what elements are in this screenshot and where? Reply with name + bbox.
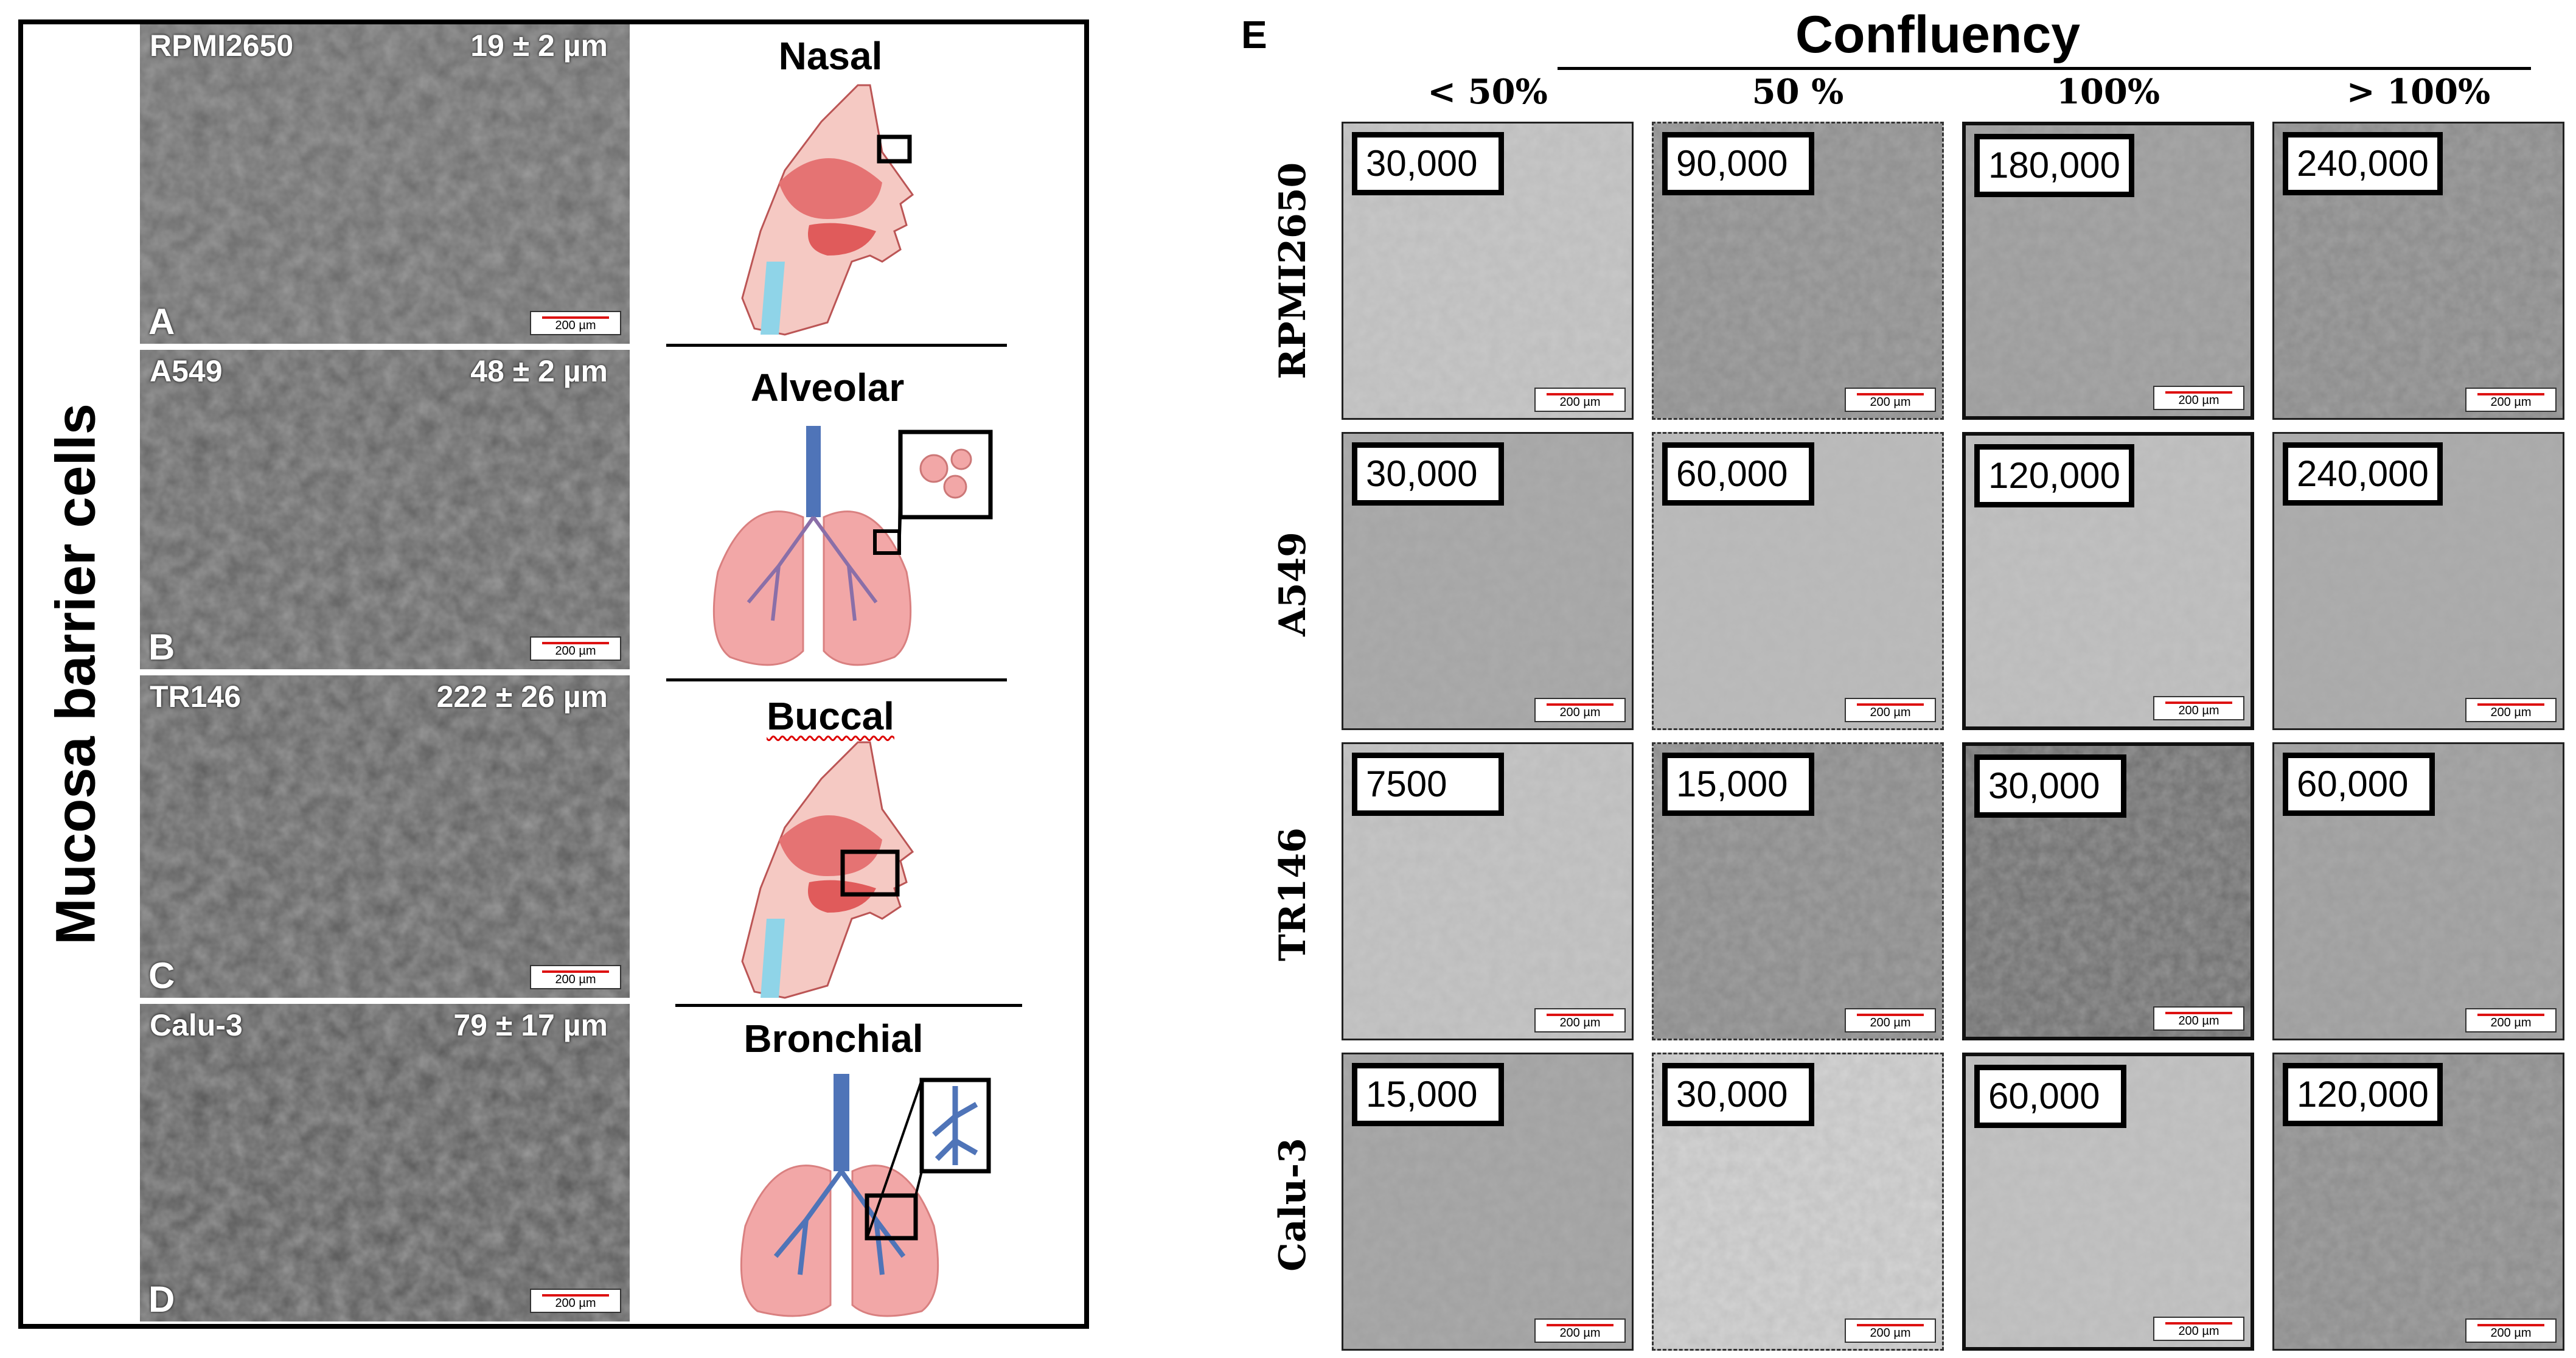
- scale-bar: 200 µm: [1534, 1008, 1626, 1032]
- scale-bar: 200 µm: [2465, 388, 2557, 412]
- organ-title-bronchial: Bronchial: [743, 1017, 924, 1060]
- divider: [675, 1004, 1022, 1007]
- divider: [666, 344, 1007, 347]
- divider: [666, 678, 1007, 681]
- micrograph-size: 222 ± 26 µm: [436, 680, 608, 714]
- scale-bar: 200 µm: [2153, 1317, 2244, 1341]
- scale-bar: 200 µm: [530, 1289, 621, 1313]
- seeding-count: 30,000: [1974, 754, 2126, 818]
- panel-letter: C: [148, 955, 175, 996]
- scale-bar: 200 µm: [1534, 698, 1626, 722]
- seeding-count: 120,000: [2283, 1063, 2443, 1126]
- buccal-anatomy-icon: [741, 741, 914, 999]
- scale-bar: 200 µm: [1845, 1008, 1936, 1032]
- column-header: 100%: [2056, 72, 2160, 112]
- seeding-count: 60,000: [1974, 1065, 2126, 1128]
- panel-letter: A: [148, 301, 175, 342]
- seeding-count: 15,000: [1352, 1063, 1504, 1126]
- scale-bar: 200 µm: [1845, 698, 1936, 722]
- confluency-tile: 30,000 200 µm: [1962, 742, 2254, 1040]
- confluency-tile: 60,000 200 µm: [2272, 742, 2564, 1040]
- confluency-tile: 240,000 200 µm: [2272, 432, 2564, 730]
- side-label: Mucosa barrier cells: [44, 403, 107, 945]
- scale-bar: 200 µm: [2465, 1318, 2557, 1343]
- column-header: < 50%: [1427, 72, 1548, 112]
- row-header: Calu-3: [1272, 1138, 1314, 1272]
- confluency-tile: 120,000 200 µm: [2272, 1053, 2564, 1351]
- scale-bar: 200 µm: [530, 636, 621, 661]
- micrograph-cell-line: TR146: [150, 680, 242, 714]
- scale-bar: 200 µm: [530, 311, 621, 335]
- confluency-tile: 30,000 200 µm: [1342, 432, 1634, 730]
- confluency-tile: 120,000 200 µm: [1962, 432, 2254, 730]
- confluency-tile: 60,000 200 µm: [1652, 432, 1944, 730]
- micrograph-a549: A549 48 ± 2 µm B 200 µm: [140, 350, 630, 669]
- left-panel-frame: [18, 19, 1089, 1329]
- confluency-tile: 90,000 200 µm: [1652, 122, 1944, 420]
- lungs-bronchi-icon: [740, 1074, 991, 1317]
- seeding-count: 240,000: [2283, 442, 2443, 506]
- seeding-count: 30,000: [1352, 132, 1504, 195]
- micrograph-size: 19 ± 2 µm: [470, 29, 608, 63]
- micrograph-size: 79 ± 17 µm: [453, 1008, 608, 1042]
- seeding-count: 15,000: [1662, 753, 1814, 816]
- scale-bar: 200 µm: [2153, 386, 2244, 410]
- row-header: A549: [1272, 532, 1314, 636]
- confluency-tile: 15,000 200 µm: [1342, 1053, 1634, 1351]
- seeding-count: 240,000: [2283, 132, 2443, 195]
- micrograph-calu3: Calu-3 79 ± 17 µm D 200 µm: [140, 1004, 630, 1321]
- panel-letter: B: [148, 627, 175, 667]
- scale-bar: 200 µm: [1845, 1318, 1936, 1343]
- confluency-tile: 60,000 200 µm: [1962, 1053, 2254, 1351]
- scale-bar: 200 µm: [1845, 388, 1936, 412]
- micrograph-cell-line: RPMI2650: [150, 29, 294, 63]
- micrograph-size: 48 ± 2 µm: [470, 354, 608, 388]
- organ-title-buccal: Buccal: [767, 694, 894, 738]
- confluency-tile: 180,000 200 µm: [1962, 122, 2254, 420]
- row-header: TR146: [1272, 827, 1314, 961]
- column-header: > 100%: [2346, 72, 2491, 112]
- scale-bar: 200 µm: [2153, 1006, 2244, 1031]
- seeding-count: 180,000: [1974, 134, 2134, 197]
- organ-title-nasal: Nasal: [778, 34, 883, 78]
- confluency-tile: 30,000 200 µm: [1342, 122, 1634, 420]
- column-header: 50 %: [1752, 72, 1844, 112]
- scale-bar: 200 µm: [1534, 1318, 1626, 1343]
- micrograph-rpmi2650: RPMI2650 19 ± 2 µm A 200 µm: [140, 24, 630, 344]
- confluency-tile: 15,000 200 µm: [1652, 742, 1944, 1040]
- scale-bar: 200 µm: [2465, 698, 2557, 722]
- panel-letter-e: E: [1241, 13, 1267, 57]
- micrograph-cell-line: A549: [150, 354, 223, 388]
- seeding-count: 90,000: [1662, 132, 1814, 195]
- seeding-count: 60,000: [2283, 753, 2435, 816]
- seeding-count: 30,000: [1662, 1063, 1814, 1126]
- confluency-tile: 240,000 200 µm: [2272, 122, 2564, 420]
- scale-bar: 200 µm: [2465, 1008, 2557, 1032]
- scale-bar: 200 µm: [1534, 388, 1626, 412]
- nasal-anatomy-icon: [741, 84, 914, 336]
- micrograph-cell-line: Calu-3: [150, 1008, 243, 1042]
- row-header: RPMI2650: [1272, 162, 1314, 380]
- scale-bar: 200 µm: [2153, 696, 2244, 720]
- lungs-alveoli-icon: [712, 426, 993, 666]
- seeding-count: 7500: [1352, 753, 1504, 816]
- seeding-count: 120,000: [1974, 444, 2134, 507]
- confluency-tile: 7500 200 µm: [1342, 742, 1634, 1040]
- seeding-count: 60,000: [1662, 442, 1814, 506]
- confluency-title: Confluency: [1795, 5, 2081, 64]
- scale-bar: 200 µm: [530, 965, 621, 989]
- confluency-rule: [1558, 67, 2531, 70]
- confluency-tile: 30,000 200 µm: [1652, 1053, 1944, 1351]
- organ-title-alveolar: Alveolar: [750, 366, 905, 409]
- micrograph-tr146: TR146 222 ± 26 µm C 200 µm: [140, 675, 630, 998]
- seeding-count: 30,000: [1352, 442, 1504, 506]
- panel-letter: D: [148, 1279, 175, 1320]
